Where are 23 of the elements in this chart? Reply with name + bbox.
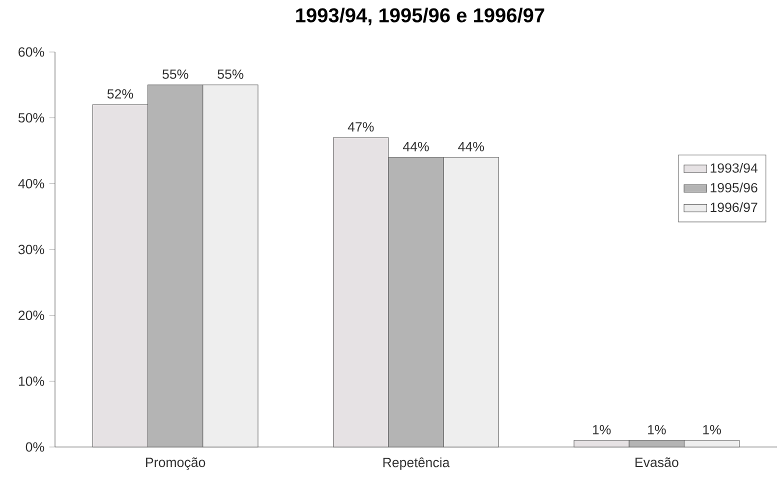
x-tick-label: Promoção — [146, 457, 206, 470]
y-tick-label: 30% — [18, 244, 44, 254]
data-label: 47% — [348, 122, 374, 132]
data-label: 1% — [648, 425, 666, 434]
legend-label: 1996/97 — [710, 202, 758, 212]
data-label: 1% — [703, 425, 721, 434]
y-tick-label: 50% — [18, 113, 44, 123]
x-tick-label: Repetência — [383, 457, 450, 470]
legend-label: 1993/94 — [710, 162, 758, 173]
data-label: 44% — [402, 142, 429, 152]
data-label: 44% — [458, 142, 484, 152]
x-tick-label: Evasão — [636, 457, 678, 468]
y-tick-label: 0% — [26, 442, 44, 452]
y-tick-label: 10% — [18, 376, 44, 386]
data-label: 55% — [162, 69, 188, 79]
chart-title: 1993/94, 1995/96 e 1996/97 — [296, 8, 544, 26]
data-label: 52% — [107, 89, 134, 99]
y-tick-label: 40% — [18, 178, 44, 188]
data-label: 1% — [592, 425, 611, 434]
y-tick-label: 20% — [18, 310, 44, 320]
legend-label: 1995/96 — [710, 182, 758, 192]
data-label: 55% — [218, 69, 244, 79]
y-tick-label: 60% — [18, 47, 44, 57]
